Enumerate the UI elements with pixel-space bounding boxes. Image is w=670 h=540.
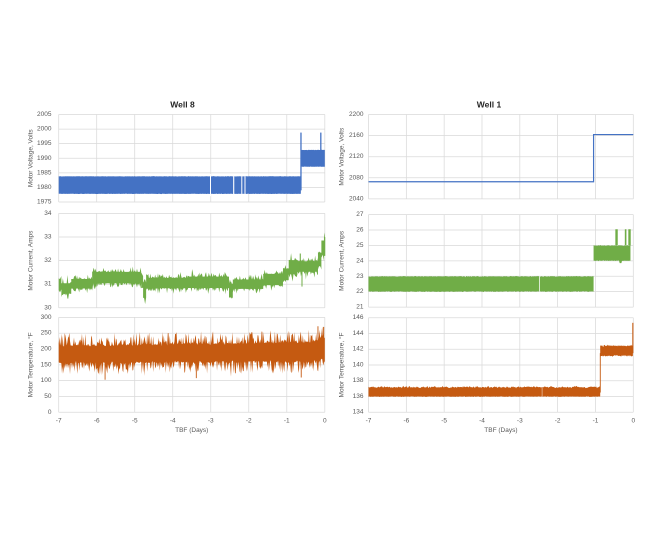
svg-text:Well 8: Well 8	[170, 100, 195, 110]
svg-text:1975: 1975	[37, 199, 52, 206]
svg-text:1985: 1985	[37, 169, 52, 176]
svg-text:0: 0	[48, 409, 52, 416]
svg-text:144: 144	[353, 330, 364, 337]
svg-text:-6: -6	[403, 418, 409, 425]
svg-text:-3: -3	[208, 418, 214, 425]
svg-text:Motor Current, Amps: Motor Current, Amps	[27, 230, 34, 291]
svg-text:-5: -5	[132, 418, 138, 425]
svg-text:146: 146	[353, 314, 364, 321]
svg-text:140: 140	[353, 361, 364, 368]
svg-text:2005: 2005	[37, 111, 52, 118]
svg-text:2080: 2080	[349, 174, 364, 181]
svg-text:Motor Temperature, °F: Motor Temperature, °F	[338, 332, 346, 397]
svg-text:34: 34	[44, 210, 52, 217]
svg-text:100: 100	[41, 377, 52, 384]
svg-text:-7: -7	[366, 418, 372, 425]
svg-text:136: 136	[353, 393, 364, 400]
svg-text:1980: 1980	[37, 184, 52, 191]
svg-text:Motor Voltage, Volts: Motor Voltage, Volts	[27, 129, 34, 188]
svg-text:-1: -1	[593, 418, 599, 425]
svg-text:32: 32	[44, 257, 52, 264]
svg-text:2200: 2200	[349, 111, 364, 118]
svg-text:Motor Temperature, °F: Motor Temperature, °F	[26, 332, 34, 397]
svg-text:Motor Current, Amps: Motor Current, Amps	[339, 230, 346, 291]
svg-text:22: 22	[356, 288, 364, 295]
svg-text:200: 200	[41, 346, 52, 353]
svg-text:25: 25	[356, 242, 364, 249]
svg-text:-2: -2	[555, 418, 561, 425]
svg-text:2000: 2000	[37, 126, 52, 133]
svg-text:24: 24	[356, 257, 364, 264]
svg-text:23: 23	[356, 273, 364, 280]
svg-text:Motor Voltage, Volts: Motor Voltage, Volts	[339, 127, 346, 186]
svg-text:300: 300	[41, 314, 52, 321]
svg-text:-4: -4	[170, 418, 176, 425]
svg-text:0: 0	[631, 418, 635, 425]
svg-text:-6: -6	[94, 418, 100, 425]
svg-text:0: 0	[323, 418, 327, 425]
svg-text:26: 26	[356, 227, 364, 234]
svg-text:138: 138	[353, 377, 364, 384]
svg-text:-3: -3	[517, 418, 523, 425]
svg-text:27: 27	[356, 211, 364, 218]
svg-text:-1: -1	[284, 418, 290, 425]
svg-text:-5: -5	[441, 418, 447, 425]
svg-text:TBF (Days): TBF (Days)	[484, 427, 517, 434]
svg-text:134: 134	[353, 409, 364, 416]
svg-text:Well 1: Well 1	[477, 100, 502, 110]
svg-text:150: 150	[41, 361, 52, 368]
svg-text:1995: 1995	[37, 140, 52, 147]
svg-text:21: 21	[356, 304, 364, 311]
svg-text:-4: -4	[479, 418, 485, 425]
svg-text:-2: -2	[246, 418, 252, 425]
svg-text:250: 250	[41, 330, 52, 337]
svg-text:30: 30	[44, 304, 52, 311]
svg-text:-7: -7	[56, 418, 62, 425]
svg-text:TBF (Days): TBF (Days)	[175, 427, 208, 434]
svg-text:50: 50	[44, 393, 52, 400]
svg-text:2120: 2120	[349, 153, 364, 160]
svg-text:1990: 1990	[37, 155, 52, 162]
svg-text:2040: 2040	[349, 195, 364, 202]
svg-text:31: 31	[44, 281, 52, 288]
svg-text:33: 33	[44, 234, 52, 241]
svg-text:142: 142	[353, 346, 364, 353]
svg-text:2160: 2160	[349, 132, 364, 139]
